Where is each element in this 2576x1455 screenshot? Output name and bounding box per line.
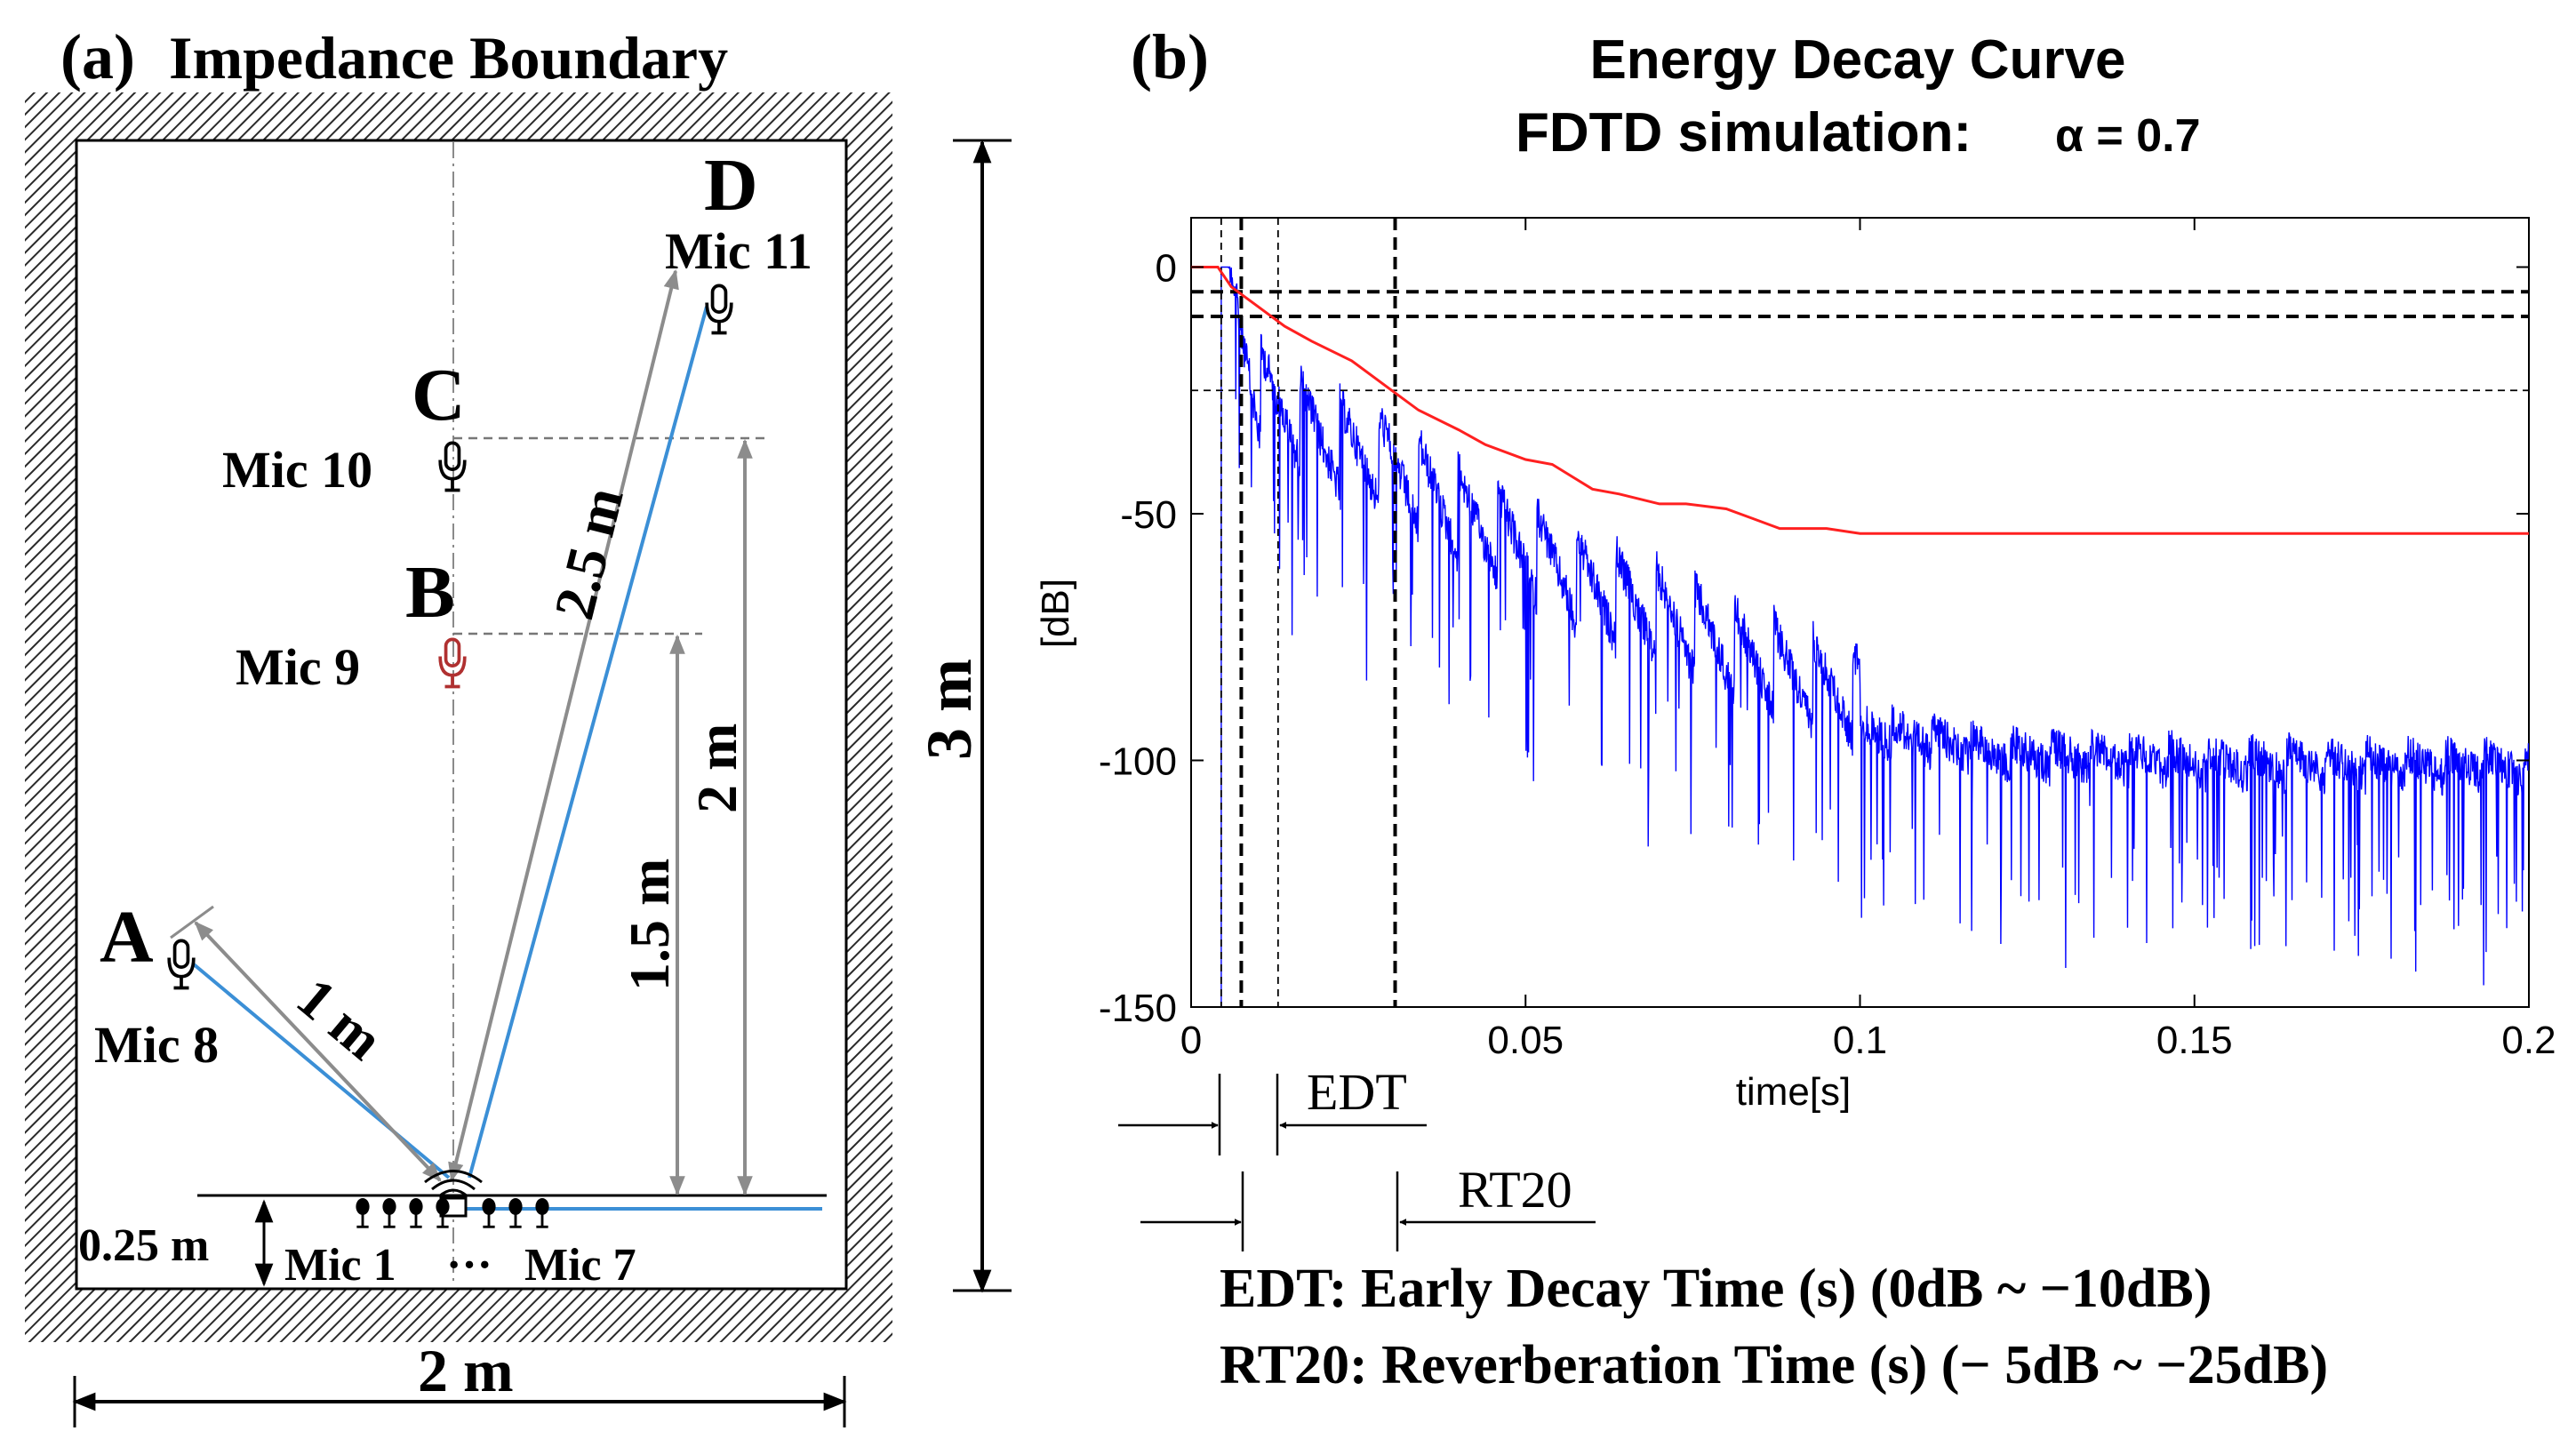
chart-title-line2: FDTD simulation: [1516,102,1972,164]
dim-label-0-25m: 0.25 m [78,1220,209,1271]
series-edc [1191,266,2529,535]
mic-label-1: Mic 1 [284,1240,396,1291]
panel-b: (b) Energy Decay Curve FDTD simulation: … [1034,21,2556,1395]
panel-a-title: Impedance Boundary [169,24,728,92]
x-tick-label-3: 0.15 [2156,1019,2233,1062]
x-tick-label-0: 0 [1180,1019,1202,1062]
panel-a-label: (a) [60,21,135,92]
dim-arrow-1m [194,921,442,1182]
gray-tick-a [170,905,214,939]
edc-plot: 0 0.05 0.1 0.15 0.2 0 -50 -100 -150 time[s] [dB] [1034,217,2556,1114]
mic-label-9: Mic 9 [236,638,360,696]
dim-label-width: 2 m [418,1337,514,1404]
edt-definition: EDT: Early Decay Time (s) (0dB ~ −10dB) [1220,1259,2212,1319]
point-label-c: C [412,354,466,436]
mic-dots: ··· [446,1240,492,1291]
mic-label-10: Mic 10 [222,441,372,499]
mic-label-11: Mic 11 [665,222,812,280]
y-tick-label-1: -50 [1120,493,1177,537]
series-impulse-response [1220,266,2530,1007]
y-tick-label-2: -100 [1099,740,1177,784]
rt20-label: RT20 [1458,1161,1572,1219]
y-tick-label-0: 0 [1156,247,1177,291]
dim-label-3m: 3 m [914,659,985,760]
edt-label: EDT [1307,1063,1407,1121]
point-label-d: D [704,144,758,227]
time-annotations: EDT RT20 [1118,1063,1596,1251]
panel-b-label: (b) [1131,21,1209,92]
point-label-b: B [405,551,455,634]
x-tick-label-4: 0.2 [2501,1019,2556,1062]
mic-label-8: Mic 8 [94,1016,219,1074]
panel-a: (a) Impedance Boundary [25,21,1012,1427]
plot-frame [1190,217,2530,1008]
chart-title-alpha: α = 0.7 [2055,110,2201,162]
dim-arrow-2-5m [448,268,679,1183]
chart-title-line1: Energy Decay Curve [1589,29,2125,91]
x-axis-label: time[s] [1736,1070,1852,1114]
x-tick-label-2: 0.1 [1833,1019,1887,1062]
mic-label-7: Mic 7 [524,1240,636,1291]
dim-label-2m: 2 m [685,724,748,813]
x-tick-label-1: 0.05 [1487,1019,1564,1062]
point-label-a: A [100,896,154,979]
y-axis-label: [dB] [1034,579,1077,648]
y-tick-label-3: -150 [1099,987,1177,1030]
rt20-definition: RT20: Reverberation Time (s) (− 5dB ~ −2… [1220,1335,2328,1395]
dim-label-1-5m: 1.5 m [618,859,681,991]
